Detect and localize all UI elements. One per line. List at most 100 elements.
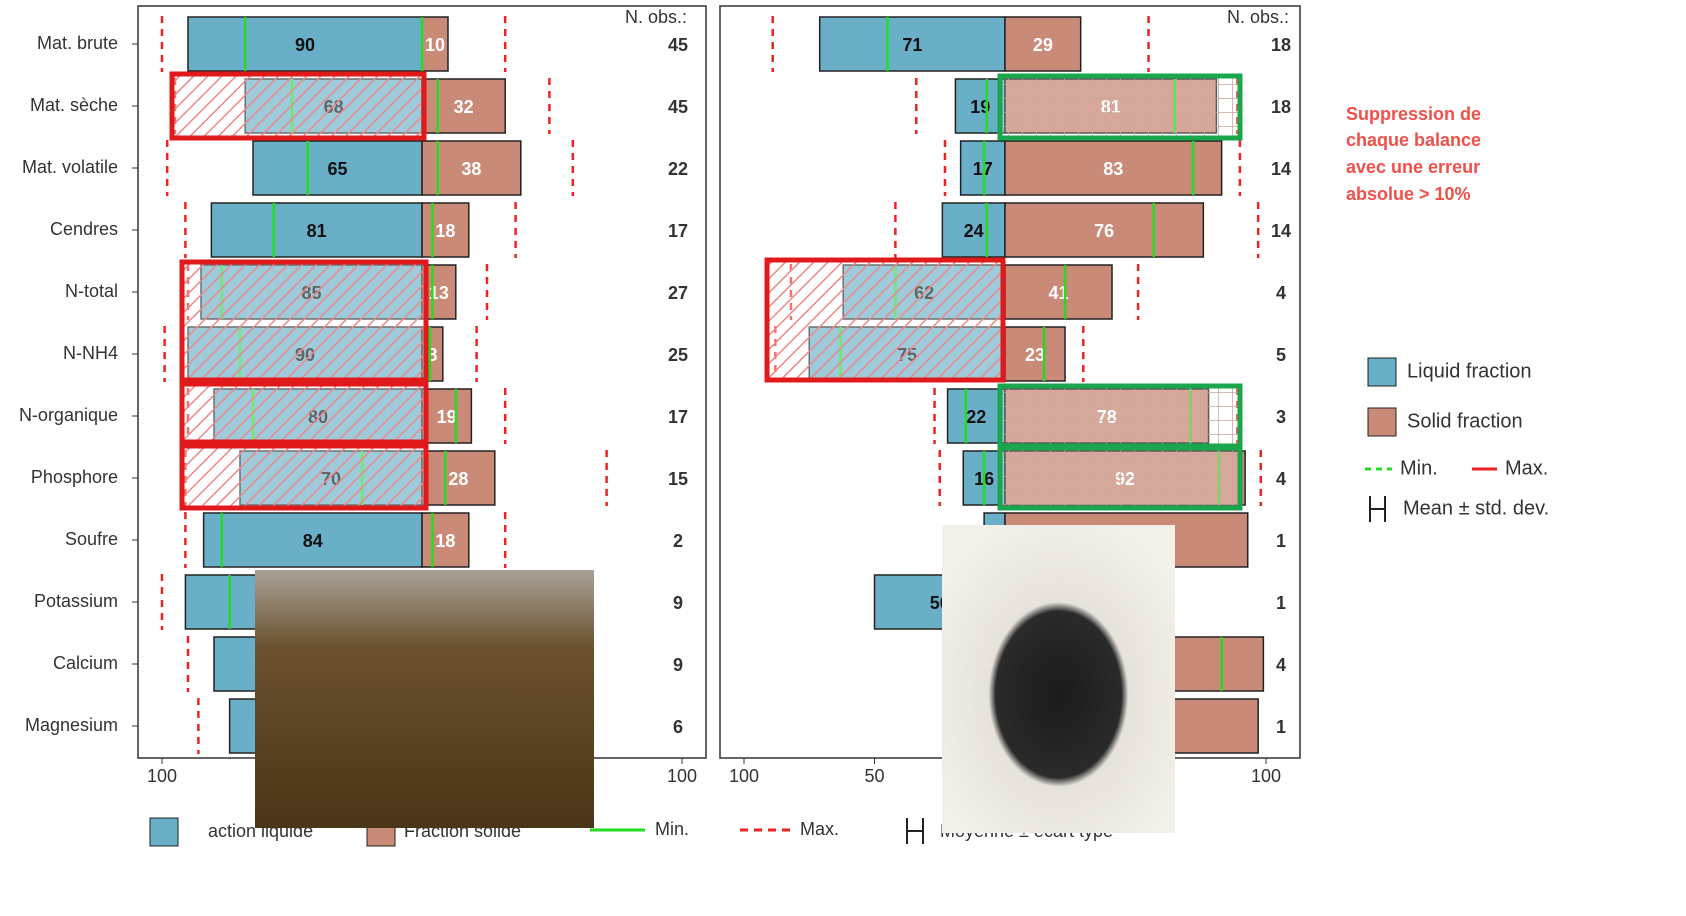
value-label: 19 xyxy=(437,407,457,427)
bar xyxy=(1004,140,1223,196)
category-label: Mat. sèche xyxy=(30,95,118,115)
legend-swatch xyxy=(149,817,179,847)
n-obs: 9 xyxy=(673,655,683,675)
legend-swatch xyxy=(1367,407,1397,437)
value-label: 17 xyxy=(973,159,993,179)
bar xyxy=(421,388,473,444)
value-label: 18 xyxy=(435,531,455,551)
bar xyxy=(421,450,496,506)
n-obs: 1 xyxy=(1276,531,1286,551)
value-label: 8 xyxy=(427,345,437,365)
category-label: Soufre xyxy=(65,529,118,549)
value-label: 18 xyxy=(435,221,455,241)
value-label: 76 xyxy=(1094,221,1114,241)
category-label: Cendres xyxy=(50,219,118,239)
n-obs: 14 xyxy=(1271,159,1291,179)
bar xyxy=(818,16,1006,72)
n-obs: 27 xyxy=(668,283,688,303)
value-label: 29 xyxy=(1033,35,1053,55)
value-label: 71 xyxy=(902,35,922,55)
n-obs: 4 xyxy=(1276,283,1286,303)
n-obs: 25 xyxy=(668,345,688,365)
value-label: 84 xyxy=(303,531,323,551)
n-obs: 45 xyxy=(668,97,688,117)
n-obs: 18 xyxy=(1271,35,1291,55)
x-tick-label: 100 xyxy=(1251,766,1281,786)
category-label: Potassium xyxy=(34,591,118,611)
legend-label: Liquid fraction xyxy=(1407,360,1532,382)
category-label: N-organique xyxy=(19,405,118,425)
annotation-line: absolue > 10% xyxy=(1346,184,1471,204)
value-label: 90 xyxy=(295,35,315,55)
bar xyxy=(959,140,1006,196)
n-obs-title: N. obs.: xyxy=(625,7,687,27)
value-label: 23 xyxy=(1025,345,1045,365)
n-obs: 1 xyxy=(1276,717,1286,737)
n-obs: 45 xyxy=(668,35,688,55)
legend-label: Max. xyxy=(1505,457,1548,479)
bar xyxy=(941,202,1006,258)
n-obs: 9 xyxy=(673,593,683,613)
legend-label: Solid fraction xyxy=(1407,410,1523,432)
x-tick-label: 50 xyxy=(864,766,884,786)
removed-highlight xyxy=(179,381,429,445)
n-obs: 4 xyxy=(1276,655,1286,675)
category-label: Calcium xyxy=(53,653,118,673)
value-label: 24 xyxy=(964,221,984,241)
annotation-line: avec une erreur xyxy=(1346,157,1480,177)
annotation-line: Suppression de xyxy=(1346,104,1481,124)
n-obs: 1 xyxy=(1276,593,1286,613)
legend-right: Liquid fraction Solid fraction Min. Max.… xyxy=(1365,357,1549,522)
removed-highlight xyxy=(179,443,429,511)
bar xyxy=(1004,16,1082,72)
highlights xyxy=(169,71,1243,511)
value-label: 83 xyxy=(1103,159,1123,179)
legend-label: Max. xyxy=(800,819,839,839)
legend-label: Min. xyxy=(655,819,689,839)
photo-digestate xyxy=(255,570,594,828)
value-label: 22 xyxy=(966,407,986,427)
n-obs: 14 xyxy=(1271,221,1291,241)
category-label: Phosphore xyxy=(31,467,118,487)
n-obs-title: N. obs.: xyxy=(1227,7,1289,27)
bar xyxy=(421,512,470,568)
n-obs: 5 xyxy=(1276,345,1286,365)
n-obs: 4 xyxy=(1276,469,1286,489)
value-label: 10 xyxy=(425,35,445,55)
photo-solid-sample xyxy=(942,525,1175,833)
category-label: N-NH4 xyxy=(63,343,118,363)
legend-swatch xyxy=(906,818,924,844)
value-label: 13 xyxy=(429,283,449,303)
value-label: 41 xyxy=(1048,283,1068,303)
kept-highlight xyxy=(997,383,1243,449)
bar xyxy=(421,16,449,72)
bar xyxy=(252,140,423,196)
value-label: 65 xyxy=(327,159,347,179)
bar xyxy=(1004,202,1205,258)
n-obs: 3 xyxy=(1276,407,1286,427)
bar xyxy=(421,202,470,258)
category-label: N-total xyxy=(65,281,118,301)
n-obs: 6 xyxy=(673,717,683,737)
kept-highlight xyxy=(997,445,1243,511)
n-obs: 17 xyxy=(668,407,688,427)
n-obs: 2 xyxy=(673,531,683,551)
bar xyxy=(210,202,423,258)
n-obs: 15 xyxy=(668,469,688,489)
category-label: Mat. volatile xyxy=(22,157,118,177)
x-tick-label: 100 xyxy=(667,766,697,786)
value-label: 28 xyxy=(448,469,468,489)
n-obs: 22 xyxy=(668,159,688,179)
removed-highlight xyxy=(764,257,1006,383)
value-label: 19 xyxy=(970,97,990,117)
n-obs: 18 xyxy=(1271,97,1291,117)
legend-swatch xyxy=(1369,496,1386,522)
bar xyxy=(421,78,506,134)
n-obs: 17 xyxy=(668,221,688,241)
value-label: 81 xyxy=(307,221,327,241)
value-label: 32 xyxy=(454,97,474,117)
value-label: 38 xyxy=(461,159,481,179)
annotation: Suppression de chaque balance avec une e… xyxy=(1346,104,1481,204)
x-tick-label: 100 xyxy=(729,766,759,786)
